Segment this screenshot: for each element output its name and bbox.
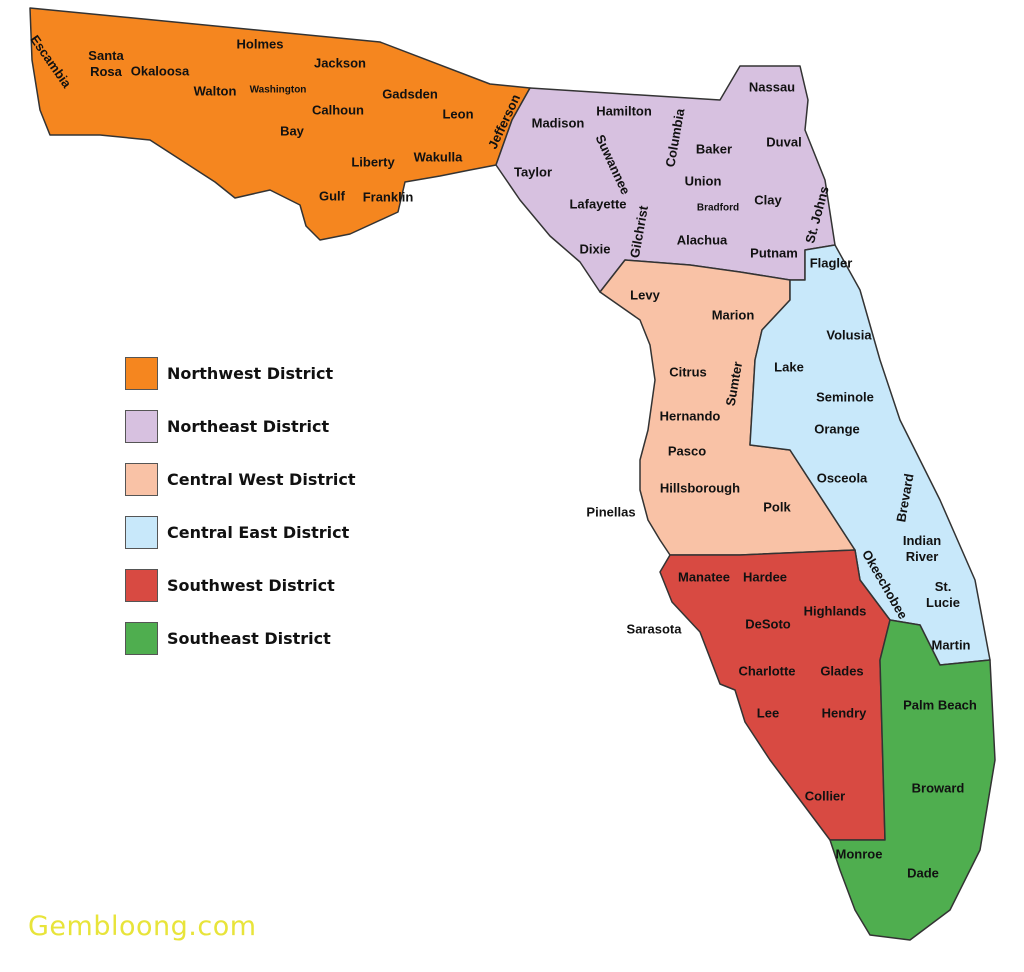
legend-label: Northwest District	[167, 364, 334, 383]
county-label: Wakulla	[414, 149, 463, 164]
county-label: Baker	[696, 141, 732, 156]
county-label: Collier	[805, 788, 845, 803]
watermark: Gembloong.com	[28, 911, 257, 942]
county-label: Holmes	[237, 36, 284, 51]
county-label: Taylor	[514, 164, 552, 179]
county-label: Polk	[763, 499, 791, 514]
legend-label: Northeast District	[167, 417, 330, 436]
county-label: Orange	[814, 421, 860, 436]
county-label: Charlotte	[738, 663, 795, 678]
county-label: Lee	[757, 705, 779, 720]
county-label: Bradford	[697, 203, 739, 214]
county-label: Monroe	[836, 846, 883, 861]
county-label: Duval	[766, 134, 801, 149]
county-label: Marion	[712, 307, 755, 322]
legend-swatch	[125, 516, 158, 549]
county-label: Glades	[820, 663, 863, 678]
county-label: Citrus	[669, 364, 707, 379]
county-label: Hillsborough	[660, 480, 740, 495]
legend-label: Southwest District	[167, 576, 335, 595]
county-label: Palm Beach	[903, 697, 977, 712]
county-label: Manatee	[678, 569, 730, 584]
district-region-southwest	[659, 549, 891, 841]
legend-item-southwest: Southwest District	[125, 569, 356, 602]
legend: Northwest District Northeast District Ce…	[125, 357, 356, 675]
county-label: Jackson	[314, 55, 366, 70]
legend-item-northwest: Northwest District	[125, 357, 356, 390]
county-label: Pasco	[668, 443, 706, 458]
county-label: Dade	[907, 865, 939, 880]
county-label: Santa Rosa	[88, 48, 124, 79]
county-label: Clay	[754, 192, 782, 207]
legend-label: Southeast District	[167, 629, 331, 648]
county-label: Gadsden	[382, 86, 438, 101]
county-label: Sarasota	[627, 621, 683, 636]
county-label: Martin	[932, 637, 971, 652]
county-label: Franklin	[363, 189, 414, 204]
legend-swatch	[125, 622, 158, 655]
county-label: Okaloosa	[131, 63, 190, 78]
legend-swatch	[125, 410, 158, 443]
county-label: Levy	[630, 287, 660, 302]
legend-item-central-west: Central West District	[125, 463, 356, 496]
county-label: Alachua	[677, 232, 728, 247]
legend-item-central-east: Central East District	[125, 516, 356, 549]
county-label: Lafayette	[569, 196, 626, 211]
county-label: Liberty	[351, 154, 395, 169]
legend-swatch	[125, 463, 158, 496]
county-label: Leon	[442, 106, 473, 121]
county-label: DeSoto	[745, 616, 791, 631]
legend-label: Central West District	[167, 470, 356, 489]
county-label: Indian River	[903, 533, 941, 564]
legend-item-southeast: Southeast District	[125, 622, 356, 655]
county-label: Hernando	[660, 408, 721, 423]
county-label: Bay	[280, 123, 305, 138]
legend-swatch	[125, 357, 158, 390]
county-label: Seminole	[816, 389, 874, 404]
county-label: Lake	[774, 359, 804, 374]
county-label: Union	[685, 173, 722, 188]
legend-swatch	[125, 569, 158, 602]
legend-label: Central East District	[167, 523, 350, 542]
county-label: Nassau	[749, 79, 795, 94]
county-label: Broward	[912, 780, 965, 795]
county-label: Dixie	[579, 241, 610, 256]
county-label: Hardee	[743, 569, 787, 584]
county-label: Washington	[250, 85, 307, 96]
legend-item-northeast: Northeast District	[125, 410, 356, 443]
county-label: Volusia	[826, 327, 872, 342]
county-label: Calhoun	[312, 102, 364, 117]
county-label: Madison	[532, 115, 585, 130]
county-label: Highlands	[804, 603, 867, 618]
county-label: Hendry	[822, 705, 868, 720]
county-label: St. Lucie	[926, 579, 960, 610]
county-label: Pinellas	[586, 504, 635, 519]
county-label: Gulf	[319, 188, 346, 203]
county-label: Flagler	[810, 255, 853, 270]
county-label: Putnam	[750, 245, 798, 260]
district-region-southeast	[829, 619, 996, 941]
county-label: Walton	[194, 83, 237, 98]
county-label: Osceola	[817, 470, 868, 485]
county-label: Hamilton	[596, 103, 652, 118]
